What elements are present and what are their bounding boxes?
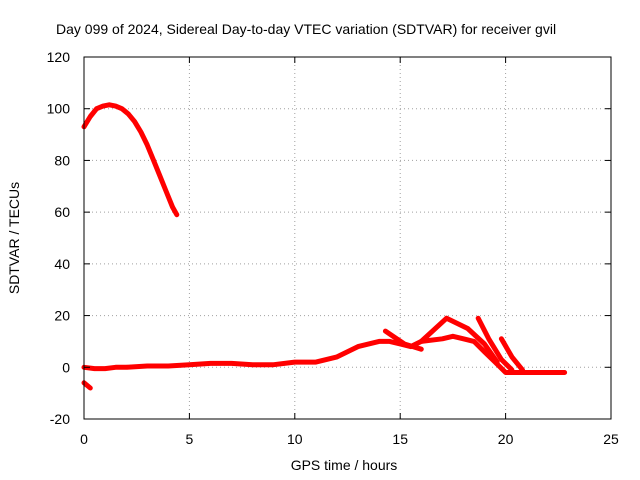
y-tick-label: 120 — [47, 49, 71, 65]
series-spike-19 — [475, 315, 515, 373]
chart-title: Day 099 of 2024, Sidereal Day-to-day VTE… — [56, 21, 556, 37]
series-layer — [81, 102, 568, 391]
y-tick-label: 60 — [54, 204, 70, 220]
series-spike-20 — [498, 336, 525, 373]
y-tick-label: 0 — [62, 359, 70, 375]
y-tick-label: 80 — [54, 152, 70, 168]
x-tick-label: 10 — [287, 431, 303, 447]
y-axis-title: SDTVAR / TECUs — [6, 182, 22, 294]
series-baseline — [81, 333, 568, 375]
x-axis-title: GPS time / hours — [291, 457, 398, 473]
x-tick-label: 0 — [80, 431, 88, 447]
y-tick-label: 100 — [47, 101, 71, 117]
plot-frame — [83, 56, 612, 420]
axis-ticks: 0 5 10 15 20 25 -20 0 20 40 60 80 100 120 — [47, 49, 619, 447]
x-tick-label: 5 — [186, 431, 194, 447]
series-spike-17 — [418, 315, 500, 365]
series-arc-early-high — [81, 102, 180, 218]
series-spike-14 — [382, 328, 424, 352]
y-tick-label: -20 — [50, 411, 70, 427]
y-tick-label: 20 — [54, 308, 70, 324]
series-arc-start-dip — [81, 380, 93, 391]
x-tick-label: 20 — [498, 431, 514, 447]
grid-lines — [84, 57, 611, 419]
x-tick-label: 25 — [603, 431, 619, 447]
x-tick-label: 15 — [392, 431, 408, 447]
y-tick-label: 40 — [54, 256, 70, 272]
